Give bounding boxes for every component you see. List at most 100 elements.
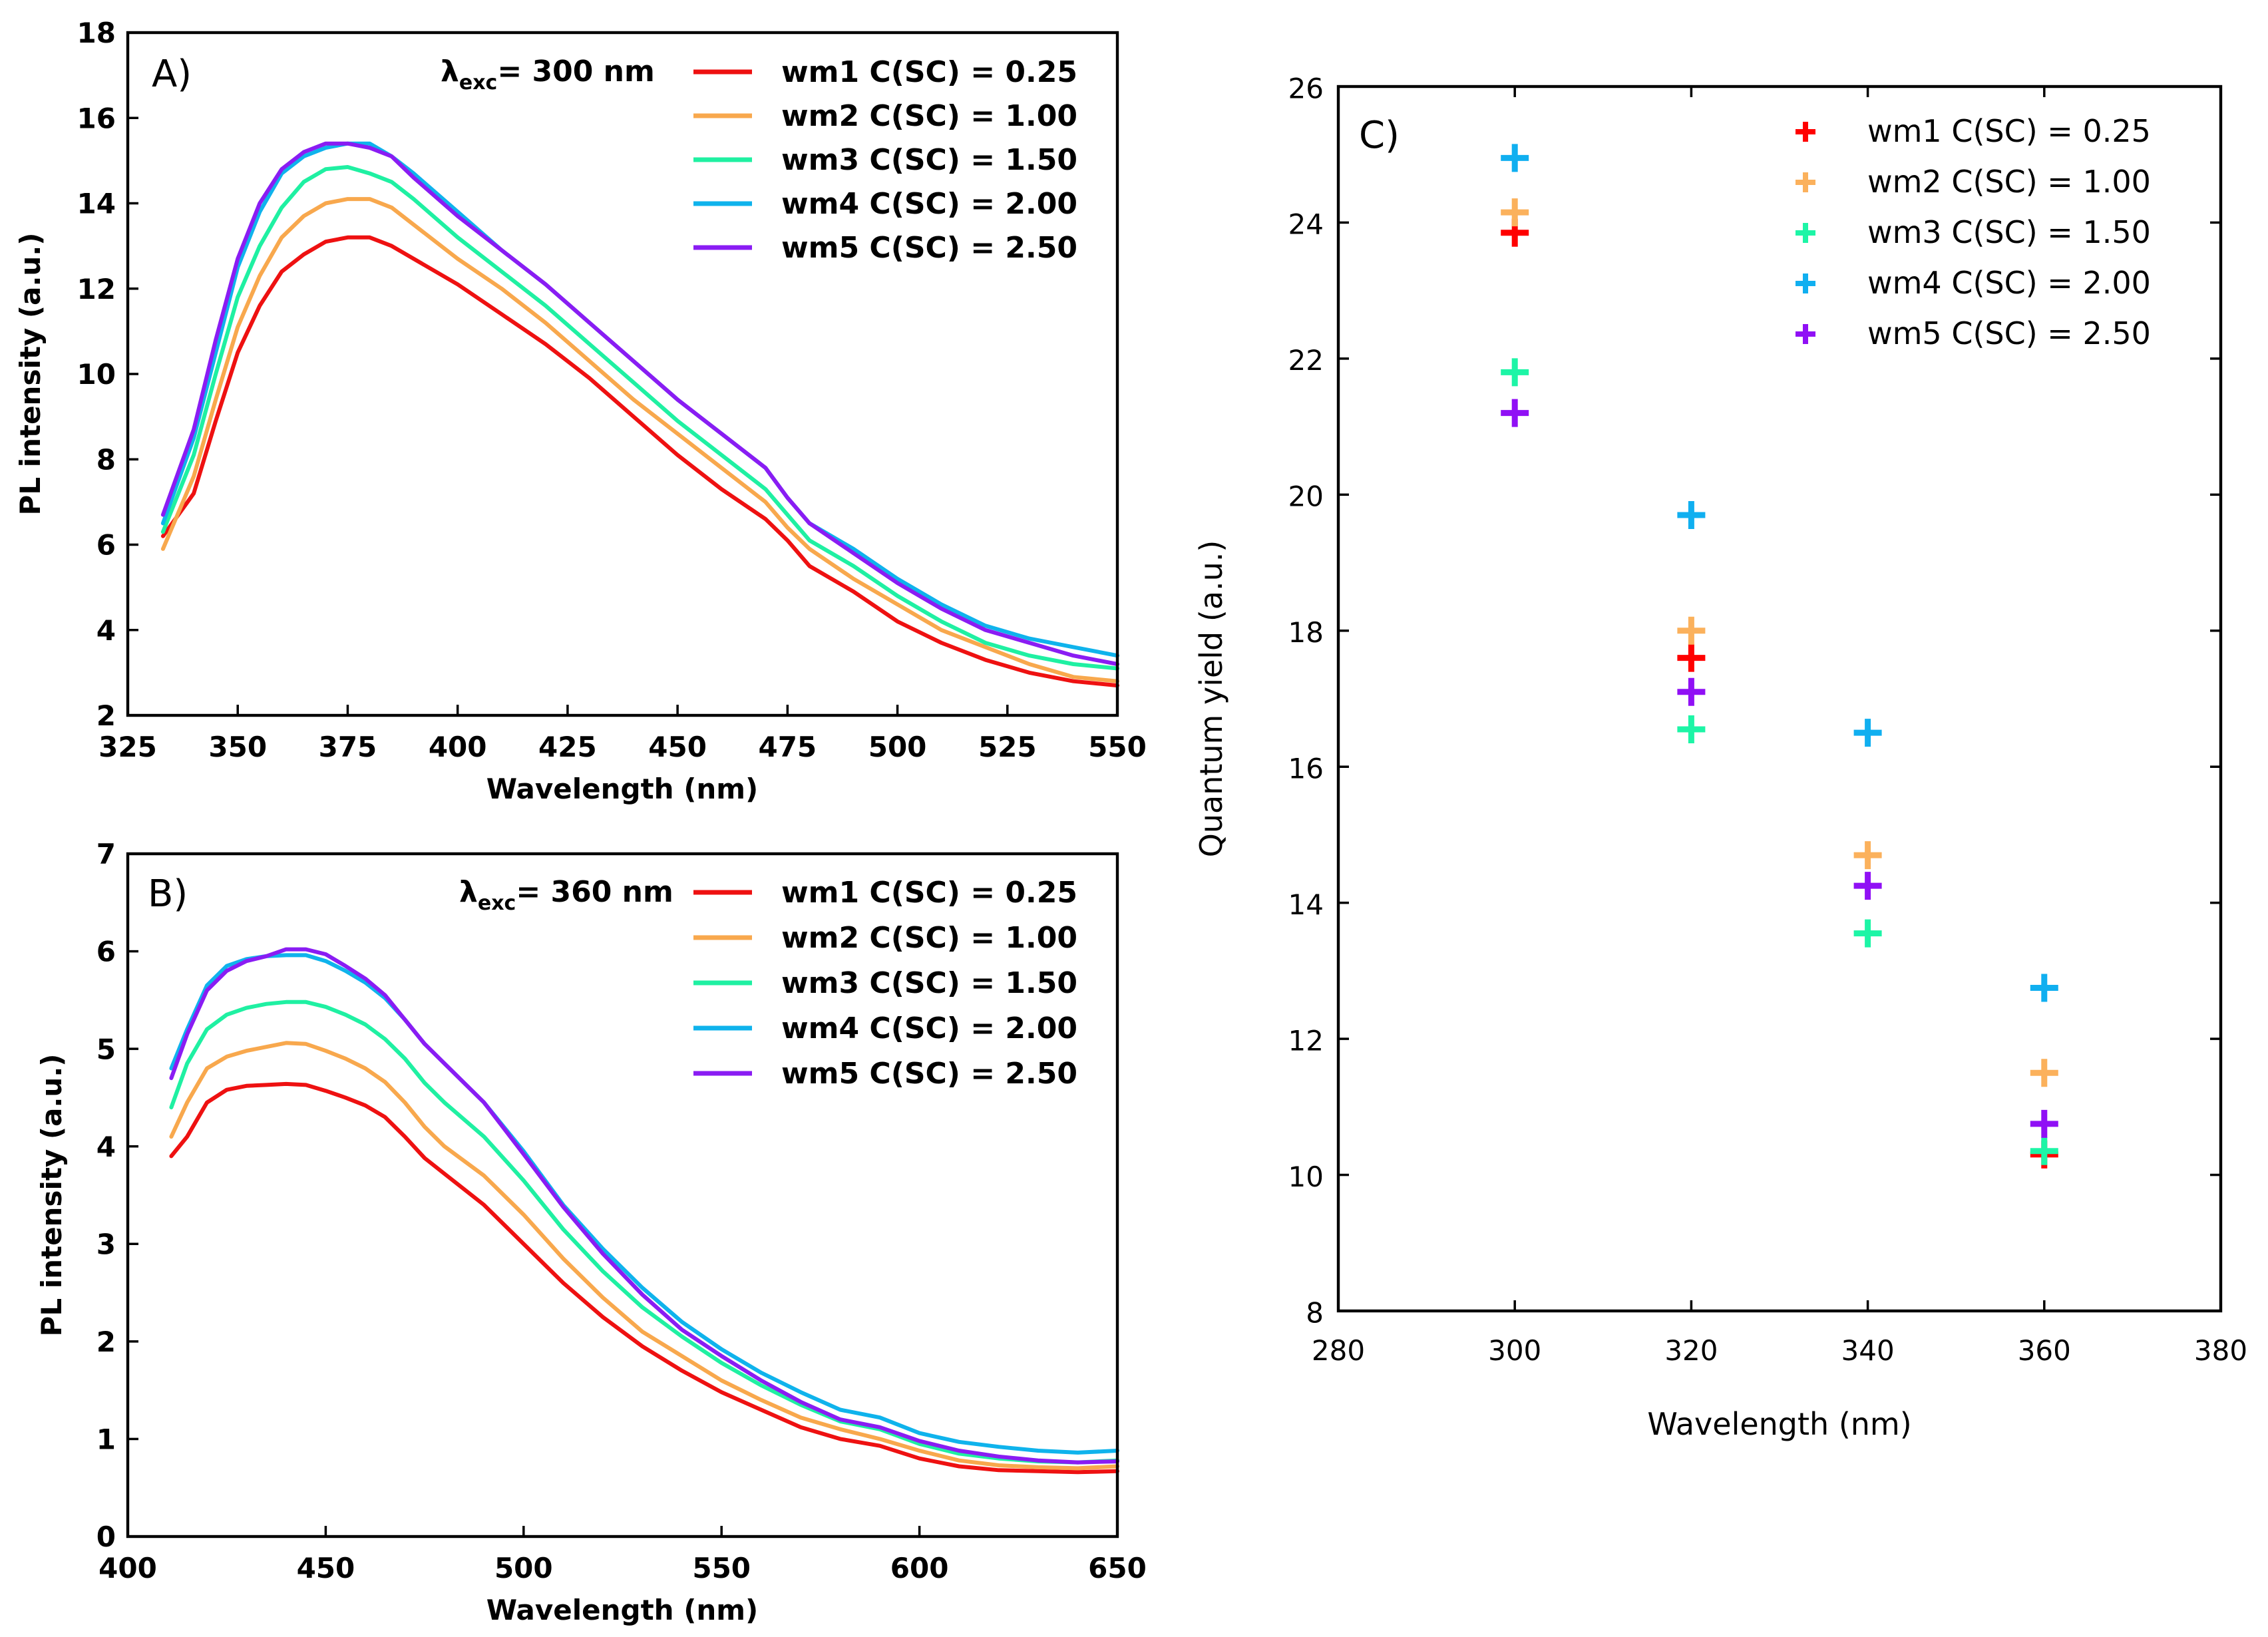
panel-a-y-tick-labels: 2 4 6 8 10 12 14 16 18 [77,17,116,732]
y-tick-label: 16 [77,102,116,134]
x-tick-label: 550 [692,1552,751,1584]
data-point [1853,841,1882,870]
legend-label: wm5 C(SC) = 2.50 [1867,315,2151,351]
x-tick-label: 320 [1664,1334,1718,1367]
legend-label: wm4 C(SC) = 2.00 [781,187,1077,221]
legend-item: wm5 C(SC) = 2.50 [693,1057,1077,1091]
y-tick-label: 6 [96,529,116,562]
series-line-2 [160,197,1119,683]
y-tick-label: 2 [96,1326,116,1358]
data-point [1677,677,1706,706]
y-tick-label: 26 [1288,72,1324,104]
legend-item: wm5 C(SC) = 2.50 [693,231,1077,265]
panel-b-excitation-annotation: λexc= 360 nm [459,875,673,915]
y-tick-label: 1 [96,1423,116,1456]
panel-a-annotation-text: = 300 nm [497,55,655,89]
panel-a-y-axis-label: PL intensity (a.u.) [14,233,47,516]
y-tick-label: 12 [1288,1024,1324,1057]
y-tick-label: 14 [77,188,116,220]
x-tick-label: 475 [758,731,817,763]
panel-a-x-tick-labels: 325 350 375 400 425 450 475 500 525 550 [98,731,1147,763]
panel-c-legend: wm1 C(SC) = 0.25 wm2 C(SC) = 1.00 wm3 C(SC… [1796,113,2151,351]
y-tick-label: 5 [96,1033,116,1065]
legend-item: wm2 C(SC) = 1.00 [693,99,1077,133]
legend-item: wm4 C(SC) = 2.00 [1796,265,2151,301]
panel-b-series [169,947,1119,1475]
panel-a-lambda: λ [441,55,459,89]
series-line-2 [169,1041,1119,1471]
legend-label: wm4 C(SC) = 2.00 [781,1011,1077,1045]
panel-b-legend: wm1 C(SC) = 0.25 wm2 C(SC) = 1.00 wm3 C(SC… [693,876,1077,1091]
panel-a-chart: 325 350 375 400 425 450 475 500 525 550 2 4 6 8 10 12 1… [14,17,1147,805]
legend-marker [1796,122,1815,142]
y-tick-label: 10 [77,358,116,391]
panel-c-label: C) [1359,114,1400,157]
x-tick-label: 450 [297,1552,355,1584]
legend-item: wm1 C(SC) = 0.25 [1796,113,2151,149]
data-point [1501,198,1529,227]
legend-item: wm3 C(SC) = 1.50 [693,966,1077,1000]
x-tick-label: 425 [538,731,597,763]
legend-item: wm2 C(SC) = 1.00 [693,921,1077,955]
legend-label: wm1 C(SC) = 0.25 [1867,113,2151,149]
x-tick-label: 280 [1312,1334,1365,1367]
data-point [2030,1109,2058,1138]
legend-label: wm3 C(SC) = 1.50 [781,143,1077,177]
y-tick-label: 16 [1288,753,1324,785]
x-tick-label: 360 [2018,1334,2071,1367]
series-line-1 [169,1081,1119,1475]
legend-item: wm3 C(SC) = 1.50 [693,143,1077,177]
legend-label: wm5 C(SC) = 2.50 [781,231,1077,265]
panel-a-series [160,141,1119,688]
x-tick-label: 350 [208,731,267,763]
panel-a-lambda-sub: exc [459,71,497,94]
panel-a-excitation-annotation: λexc= 300 nm [441,55,655,94]
legend-label: wm3 C(SC) = 1.50 [781,966,1077,1000]
x-tick-label: 375 [319,731,377,763]
y-tick-label: 10 [1288,1161,1324,1193]
panel-c-series [1501,144,2058,1169]
y-tick-label: 6 [96,936,116,968]
panel-b-lambda-sub: exc [478,892,516,915]
legend-label: wm2 C(SC) = 1.00 [1867,164,2151,200]
legend-item: wm1 C(SC) = 0.25 [693,876,1077,910]
legend-item: wm2 C(SC) = 1.00 [1796,164,2151,200]
y-tick-label: 14 [1288,888,1324,921]
series-line-5 [169,947,1119,1465]
x-tick-label: 400 [98,1552,157,1584]
legend-marker [1796,223,1815,243]
data-point [1501,144,1529,172]
x-tick-label: 650 [1088,1552,1147,1584]
panel-b-lambda: λ [459,875,478,909]
y-tick-label: 24 [1288,208,1324,241]
panel-b-annotation-text: = 360 nm [516,875,673,909]
legend-item: wm1 C(SC) = 0.25 [693,55,1077,89]
x-tick-label: 340 [1841,1334,1895,1367]
legend-label: wm3 C(SC) = 1.50 [1867,214,2151,250]
panel-b-label: B) [148,872,188,916]
legend-label: wm2 C(SC) = 1.00 [781,921,1077,955]
legend-label: wm2 C(SC) = 1.00 [781,99,1077,133]
panel-a-label: A) [152,53,192,96]
legend-label: wm1 C(SC) = 0.25 [781,876,1077,910]
panel-b-chart: 400 450 500 550 600 650 0 1 2 3 4 5 6 7 B) λexc= 360… [35,838,1147,1626]
y-tick-label: 8 [1306,1296,1324,1329]
y-tick-label: 18 [77,17,116,49]
y-tick-label: 2 [96,699,116,732]
panel-c-y-tick-labels: 8 10 12 14 16 18 20 22 24 26 [1288,72,1324,1329]
data-point [1501,399,1529,427]
x-tick-label: 500 [494,1552,553,1584]
panel-b-y-tick-labels: 0 1 2 3 4 5 6 7 [96,838,116,1553]
data-point [1853,919,1882,948]
legend-label: wm1 C(SC) = 0.25 [781,55,1077,89]
x-tick-label: 600 [890,1552,949,1584]
y-tick-label: 4 [96,1131,116,1163]
data-point [2030,1059,2058,1087]
panel-c-x-axis-label: Wavelength (nm) [1647,1406,1911,1442]
panel-c-x-tick-labels: 280 300 320 340 360 380 [1312,1334,2247,1367]
x-tick-label: 450 [648,731,707,763]
series-line-3 [160,165,1119,671]
data-point [1677,643,1706,672]
data-point [1677,501,1706,529]
